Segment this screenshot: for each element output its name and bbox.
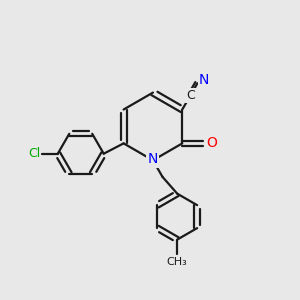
Text: N: N (199, 73, 209, 87)
Text: C: C (186, 89, 195, 102)
Text: O: O (206, 136, 217, 150)
Text: CH₃: CH₃ (167, 257, 188, 267)
Text: Cl: Cl (28, 147, 40, 160)
Text: N: N (148, 152, 158, 167)
